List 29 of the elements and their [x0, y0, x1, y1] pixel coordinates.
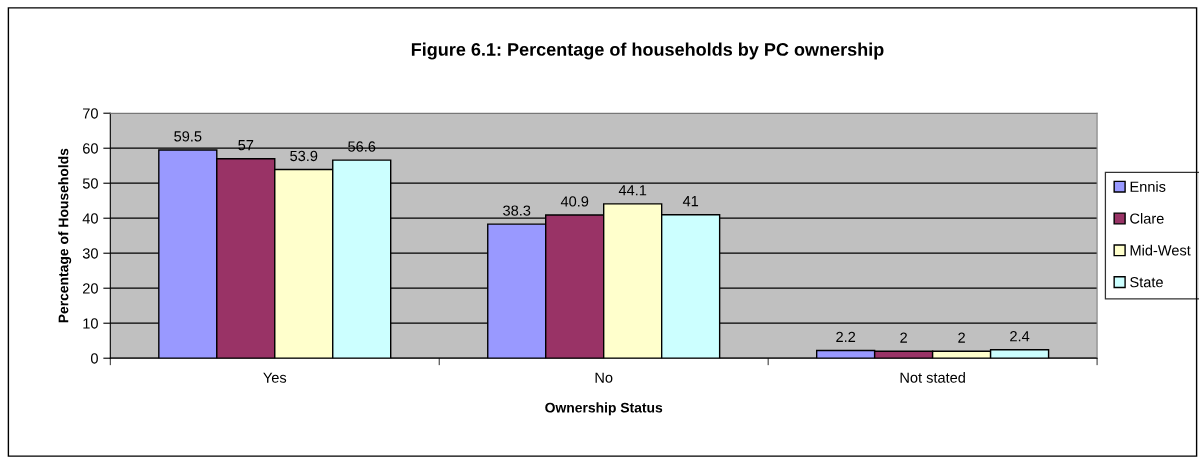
- data-label: 2: [900, 332, 907, 343]
- data-label: 2: [958, 332, 965, 343]
- data-label: 41: [682, 196, 699, 207]
- data-label: 38.3: [503, 205, 531, 216]
- data-label: 2.4: [1010, 331, 1030, 342]
- y-tick-label: 0: [90, 353, 98, 364]
- y-tick-label: 30: [82, 248, 98, 259]
- legend-label: State: [1130, 277, 1163, 288]
- x-tick-label: Yes: [263, 372, 287, 383]
- legend-label: Mid-West: [1130, 244, 1191, 256]
- data-label: 2.2: [836, 331, 856, 342]
- y-axis-title: Percentage of Households: [58, 148, 72, 323]
- data-label: 53.9: [290, 150, 318, 162]
- y-tick-label: 60: [83, 143, 98, 154]
- y-tick-label: 20: [83, 283, 98, 294]
- legend-label: Clare: [1130, 213, 1164, 224]
- data-label: 44.1: [618, 185, 647, 196]
- data-label: 40.9: [560, 196, 589, 207]
- y-tick-label: 10: [83, 318, 98, 329]
- data-label: 59.5: [174, 131, 202, 142]
- y-tick-label: 40: [82, 213, 98, 224]
- x-tick-label: No: [595, 372, 613, 383]
- x-tick-label: Not stated: [900, 372, 965, 383]
- y-tick-label: 70: [83, 108, 98, 119]
- x-axis-title: Ownership Status: [545, 402, 663, 416]
- data-label: 57: [238, 140, 254, 151]
- legend-label: Ennis: [1130, 181, 1166, 192]
- y-tick-label: 50: [82, 178, 98, 189]
- chart-title: Figure 6.1: Percentage of households by PC ownership: [411, 42, 884, 60]
